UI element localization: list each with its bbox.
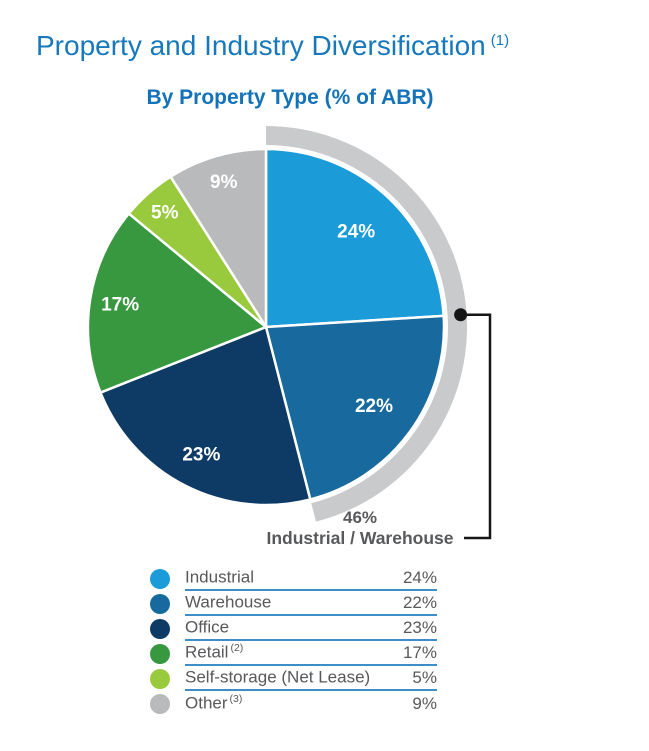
pie-slice-industrial	[264, 147, 445, 329]
pie-slice-label: 24%	[337, 221, 375, 242]
legend-label: Industrial	[185, 567, 254, 587]
callout-label: Industrial / Warehouse	[266, 528, 454, 548]
legend-swatch-office	[150, 618, 170, 639]
pie-slice-office	[99, 325, 312, 507]
legend-label: Warehouse	[185, 592, 272, 612]
pie-slice-label: 17%	[101, 294, 139, 315]
highlight-arc	[266, 126, 468, 522]
legend-swatch-retail	[150, 643, 170, 664]
pie-slice-other	[169, 147, 268, 329]
legend-value: 23%	[402, 617, 437, 637]
legend-swatch-industrial	[150, 568, 170, 589]
callout-dot	[454, 308, 468, 322]
legend-value: 17%	[402, 642, 437, 662]
pie-slice-retail	[86, 212, 268, 394]
page-title-footnote: (1)	[490, 31, 510, 49]
pie-slice-label: 22%	[355, 396, 393, 417]
legend-row: Industrial 24%	[145, 566, 437, 591]
callout-percent: 46%	[342, 508, 378, 527]
legend: Industrial 24% Warehouse 22% Office 23% Ret…	[145, 566, 437, 716]
page-title-text: Property and Industry Diversification	[36, 30, 486, 61]
legend-value: 22%	[402, 592, 437, 612]
legend-swatch-warehouse	[150, 593, 170, 614]
legend-value: 24%	[402, 567, 437, 587]
legend-label: Office	[185, 617, 230, 637]
legend-row: Office 23%	[145, 616, 437, 641]
callout-line	[460, 313, 492, 540]
legend-row: Self-storage (Net Lease) 5%	[145, 666, 437, 691]
legend-label: Other (3)	[185, 693, 243, 713]
legend-value: 5%	[412, 667, 437, 687]
pie-slice-label: 9%	[210, 172, 238, 193]
pie-slice-label: 23%	[182, 444, 220, 465]
chart-title: By Property Type (% of ABR)	[146, 86, 434, 109]
pie-slice-warehouse	[264, 314, 446, 501]
legend-label: Retail (2)	[185, 642, 244, 662]
legend-swatch-self-storage	[150, 668, 170, 689]
legend-row: Retail (2) 17%	[145, 641, 437, 666]
page-title: Property and Industry Diversification (1)	[36, 30, 509, 62]
legend-value: 9%	[412, 693, 437, 713]
legend-swatch-other	[150, 693, 170, 714]
legend-label: Self-storage (Net Lease)	[185, 667, 371, 687]
pie-slice-label: 5%	[151, 203, 179, 224]
legend-row: Other (3) 9%	[145, 691, 437, 716]
legend-row: Warehouse 22%	[145, 591, 437, 616]
